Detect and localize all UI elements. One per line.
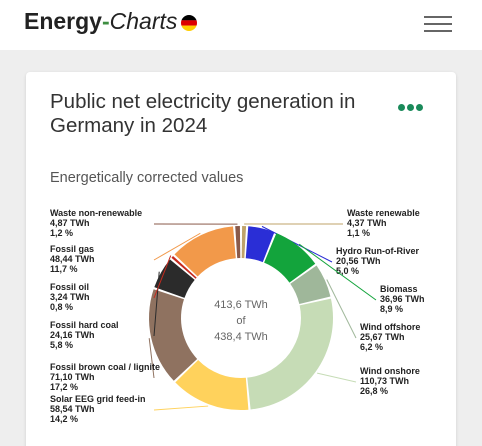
top-bar: Energy-Charts: [0, 0, 482, 50]
logo-dash-text: -: [101, 8, 110, 34]
logo-italic-text: Charts: [109, 8, 178, 34]
german-flag-icon: [181, 14, 198, 31]
energy-charts-logo[interactable]: Energy-Charts: [24, 8, 198, 35]
chart-card: Public net electricity generation in Ger…: [26, 72, 456, 446]
chart-title: Public net electricity generation in Ger…: [50, 90, 356, 137]
chart-subtitle: Energetically corrected values: [50, 170, 244, 186]
more-options-icon[interactable]: [398, 98, 428, 111]
hamburger-menu-icon[interactable]: [424, 16, 452, 34]
logo-main-text: Energy: [24, 8, 102, 34]
